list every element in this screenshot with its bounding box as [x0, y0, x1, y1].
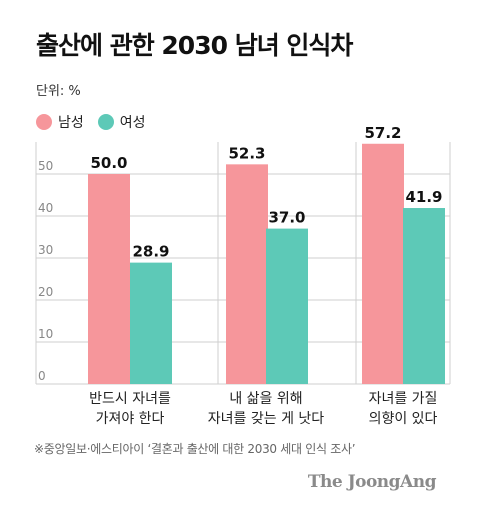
- bar-male: [88, 174, 130, 384]
- category-label: 반드시 자녀를: [89, 391, 171, 407]
- brand-logo: The JoongAng: [307, 472, 437, 492]
- y-tick-label: 20: [38, 285, 53, 299]
- category-label: 자녀를 가질: [369, 391, 438, 407]
- y-tick-label: 0: [38, 369, 46, 383]
- legend-item-female: 여성: [97, 112, 146, 132]
- data-label: 37.0: [268, 209, 305, 227]
- y-tick-label: 10: [38, 327, 53, 341]
- category-label: 자녀를 갖는 게 낫다: [208, 411, 325, 427]
- legend-swatch-female: [97, 114, 114, 130]
- category-label: 가져야 한다: [96, 411, 165, 427]
- unit-label: 단위: %: [36, 84, 81, 99]
- legend-swatch-male: [36, 114, 52, 130]
- chart-title: 출산에 관한 2030 남녀 인식차: [36, 31, 353, 60]
- legend: 남성 여성: [36, 112, 146, 132]
- legend-label-male: 남성: [58, 115, 84, 131]
- data-label: 52.3: [228, 144, 265, 162]
- legend-item-male: 남성: [36, 112, 84, 132]
- source-note: ※중앙일보·에스티아이 ‘결혼과 출산에 대한 2030 세대 인식 조사’: [34, 442, 356, 456]
- bar-female: [266, 228, 308, 384]
- bar-female: [130, 262, 172, 384]
- data-label: 28.9: [132, 243, 169, 261]
- bar-male: [362, 143, 404, 384]
- bar-male: [226, 164, 268, 384]
- category-label: 내 삶을 위해: [229, 391, 302, 407]
- data-label: 50.0: [90, 154, 127, 172]
- y-tick-label: 40: [38, 201, 53, 215]
- y-tick-label: 50: [38, 159, 53, 173]
- legend-label-female: 여성: [119, 115, 146, 131]
- category-label: 의향이 있다: [369, 411, 438, 427]
- bar-female: [403, 208, 445, 384]
- bar-chart: 0 10 20 30 40 50 50.0 52.3 57.2 28.9 37.0 41.9 반드시 자…: [35, 124, 451, 427]
- data-label: 41.9: [405, 188, 442, 206]
- y-tick-label: 30: [38, 243, 53, 257]
- data-label: 57.2: [364, 124, 401, 142]
